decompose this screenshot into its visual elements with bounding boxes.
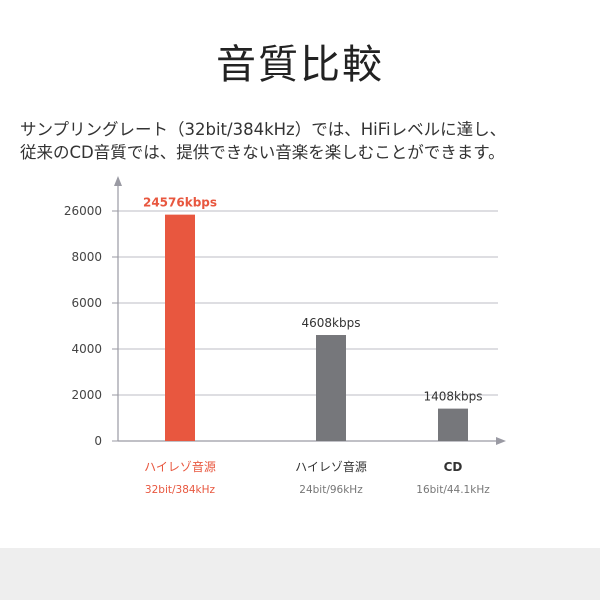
page-title: 音質比較 [216,42,384,88]
description-line-1: サンプリングレート（32bit/384kHz）では、HiFiレベルに達し、 [20,120,507,139]
bar-data-label: 4608kbps [302,316,361,330]
x-category-label: ハイレゾ音源 [144,459,216,474]
description-line-2: 従来のCD音質では、提供できない音楽を楽しむことができます。 [20,143,505,162]
bar [316,335,346,441]
y-tick-label: 8000 [71,250,102,264]
description: サンプリングレート（32bit/384kHz）では、HiFiレベルに達し、 従来… [20,118,590,164]
bar-data-label: 1408kbps [424,390,483,404]
x-category-sublabel: 32bit/384kHz [145,484,216,496]
x-category-label: CD [444,460,463,474]
y-tick-label: 6000 [71,296,102,310]
footer-band [0,548,600,600]
y-tick-label: 26000 [64,204,102,218]
x-axis-arrow [496,437,506,445]
bar [165,214,195,441]
bar-data-label: 24576kbps [143,196,217,210]
y-tick-label: 0 [94,434,102,448]
y-tick-label: 2000 [71,388,102,402]
y-axis-arrow [114,176,122,186]
y-tick-label: 4000 [71,342,102,356]
x-category-sublabel: 16bit/44.1kHz [416,484,490,496]
x-category-sublabel: 24bit/96kHz [299,484,363,496]
bar [438,408,468,441]
x-category-label: ハイレゾ音源 [295,459,367,474]
